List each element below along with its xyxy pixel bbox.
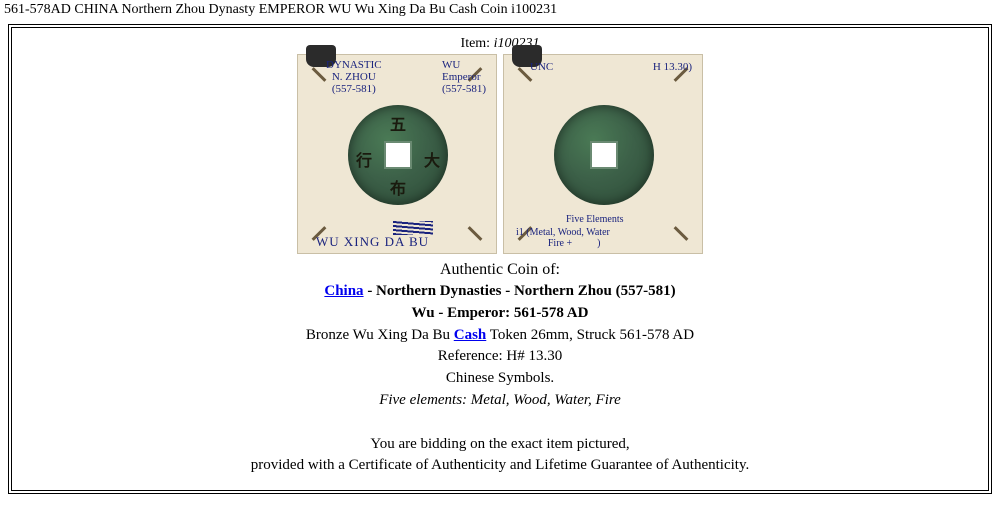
handwritten-elements-title: Five Elements [566, 214, 624, 225]
bronze-line: Bronze Wu Xing Da Bu Cash Token 26mm, St… [32, 325, 968, 347]
handwritten-emperor-label: WU Emperor (557-581) [442, 59, 486, 95]
handwritten-elements-list: i1 (Metal, Wood, Water Fire + ) [516, 227, 610, 249]
coin-obverse: 五 布 行 大 [348, 105, 448, 205]
item-line: Item: i100231 [32, 36, 968, 52]
handwritten-reference-label: H 13.30) [653, 61, 692, 73]
dynasties-text: - Northern Dynasties - Northern Zhou (55… [364, 283, 676, 299]
coin-photo-row: DYNASTIC N. ZHOU (557-581) WU Emperor (5… [32, 54, 968, 254]
coin-holder-reverse: UNC H 13.30) Five Elements i1 (Metal, Wo… [503, 54, 703, 254]
bronze-suffix: Token 26mm, Struck 561-578 AD [486, 327, 694, 343]
emperor-line: Wu - Emperor: 561-578 AD [32, 303, 968, 325]
reference-line: Reference: H# 13.30 [32, 346, 968, 368]
listing-frame: Item: i100231 DYNASTIC N. ZHOU (557-581)… [8, 24, 992, 494]
coin-glyph-bottom: 布 [390, 175, 406, 199]
handwritten-dynasty-label: DYNASTIC N. ZHOU (557-581) [326, 59, 382, 95]
china-link[interactable]: China [324, 283, 363, 299]
origin-line: China - Northern Dynasties - Northern Zh… [32, 281, 968, 303]
authentic-label: Authentic Coin of: [32, 258, 968, 281]
symbols-line: Chinese Symbols. [32, 368, 968, 390]
description-block: Authentic Coin of: China - Northern Dyna… [32, 258, 968, 412]
handwritten-grade-label: UNC [530, 61, 553, 73]
coin-glyph-left: 行 [356, 147, 372, 171]
footer-line-1: You are bidding on the exact item pictur… [32, 434, 968, 455]
scribble-mark [393, 221, 433, 235]
coin-glyph-right: 大 [424, 147, 440, 171]
item-label: Item: [461, 36, 494, 51]
coin-glyph-top: 五 [390, 111, 406, 135]
elements-line: Five elements: Metal, Wood, Water, Fire [32, 390, 968, 412]
bronze-prefix: Bronze Wu Xing Da Bu [306, 327, 454, 343]
coin-reverse [554, 105, 654, 205]
page-title: 561-578AD CHINA Northern Zhou Dynasty EM… [0, 0, 1000, 20]
handwritten-coin-name: WU XING DA BU [316, 235, 429, 249]
cash-link[interactable]: Cash [454, 327, 487, 343]
coin-square-hole [384, 141, 412, 169]
footer-line-2: provided with a Certificate of Authentic… [32, 455, 968, 476]
authenticity-footer: You are bidding on the exact item pictur… [32, 434, 968, 476]
coin-square-hole [590, 141, 618, 169]
coin-holder-obverse: DYNASTIC N. ZHOU (557-581) WU Emperor (5… [297, 54, 497, 254]
